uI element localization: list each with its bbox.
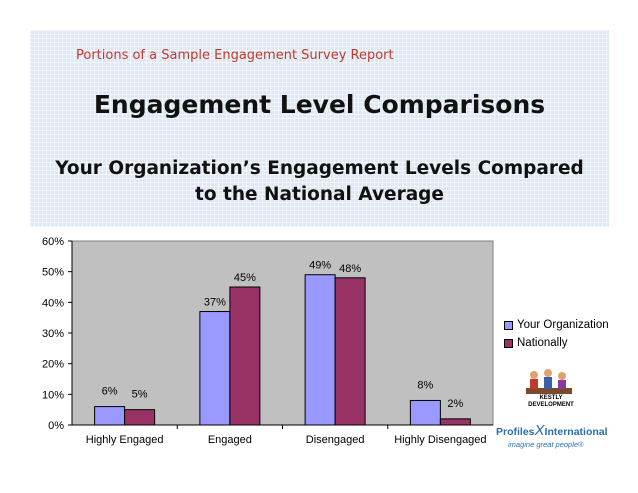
legend-label-your-organization: Your Organization <box>517 319 609 331</box>
x-category-label: Highly Engaged <box>86 434 164 446</box>
y-tick-label: 50% <box>42 267 64 279</box>
chart-legend: Your Organization Nationally <box>504 316 609 352</box>
x-category-label: Engaged <box>208 434 252 446</box>
profiles-tagline: imagine great people® <box>508 440 584 449</box>
legend-swatch-nationally <box>504 338 513 348</box>
bar-nationally <box>439 418 471 426</box>
y-tick-label: 60% <box>42 236 64 248</box>
people-illustration-icon <box>526 369 572 394</box>
y-tick-label: 10% <box>42 389 64 401</box>
bar-your-organization <box>199 311 231 426</box>
data-label: 37% <box>204 297 226 309</box>
bar-your-organization <box>304 274 336 426</box>
y-tick-label: 0% <box>48 420 64 432</box>
company-logo: KESTLY DEVELOPMENT ProfilesXInternationa… <box>496 366 608 456</box>
bar-nationally <box>334 277 366 426</box>
y-tick-label: 40% <box>42 297 64 309</box>
plot-area <box>71 240 494 426</box>
bar-your-organization <box>409 399 441 426</box>
x-category-label: Disengaged <box>306 434 365 446</box>
data-label: 45% <box>234 272 256 284</box>
profiles-word: Profiles <box>496 426 535 438</box>
data-label: 2% <box>447 398 463 410</box>
slide-subtitle: Your Organization’s Engagement Levels Co… <box>30 156 609 208</box>
kestly-line-2: DEVELOPMENT <box>528 402 574 408</box>
kestly-logo-text: KESTLY DEVELOPMENT <box>518 395 584 409</box>
legend-item-nationally: Nationally <box>504 334 609 352</box>
subtitle-line-1: Your Organization’s Engagement Levels Co… <box>55 158 584 179</box>
bar-nationally <box>124 409 156 426</box>
slide-title: Engagement Level Comparisons <box>93 90 546 119</box>
data-label: 49% <box>309 260 331 272</box>
data-label: 5% <box>132 389 148 401</box>
y-tick-label: 30% <box>42 328 64 340</box>
data-label: 48% <box>339 263 361 275</box>
x-category-label: Highly Disengaged <box>394 434 486 446</box>
bar-chart: 0% 10% 20% 30% 40% 50% 60% 6% 5% Highly Engaged 37… <box>42 236 494 446</box>
report-label: Portions of a Sample Engagement Survey R… <box>76 48 394 63</box>
data-label: 8% <box>417 379 433 391</box>
subtitle-line-2: to the National Average <box>195 184 444 205</box>
legend-swatch-your-organization <box>504 320 513 330</box>
bar-nationally <box>229 286 261 426</box>
international-word: International <box>544 426 608 438</box>
bar-your-organization <box>94 406 126 426</box>
profiles-x-mark: X <box>534 422 545 439</box>
data-label: 6% <box>102 386 118 398</box>
y-tick-label: 20% <box>42 359 64 371</box>
legend-label-nationally: Nationally <box>517 337 568 349</box>
kestly-line-1: KESTLY <box>539 395 563 401</box>
profiles-international-logo: ProfilesXInternational <box>496 422 608 439</box>
legend-item-your-organization: Your Organization <box>504 316 609 334</box>
